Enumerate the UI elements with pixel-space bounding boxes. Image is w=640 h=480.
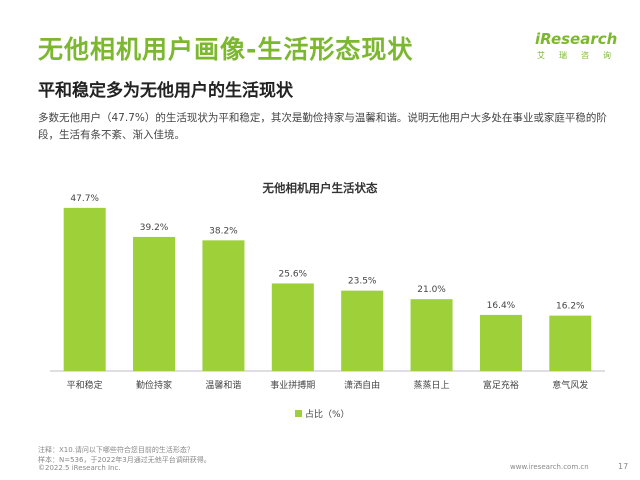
- x-tick-label: 平和稳定: [67, 379, 103, 391]
- chart-title: 无他相机用户生活状态: [262, 181, 378, 195]
- logo-sub-char: 咨: [581, 51, 589, 60]
- page-subtitle: 平和稳定多为无他用户的生活现状: [38, 81, 293, 101]
- note-line: 注释：X10.请问以下哪些符合您目前的生活形态？: [38, 446, 194, 454]
- page-title: 无他相机用户画像-生活形态现状: [38, 35, 414, 64]
- logo-sub-char: 询: [603, 51, 611, 60]
- bar: [271, 283, 314, 371]
- page-description: 多数无他用户（47.7%）的生活现状为平和稳定，其次是勤俭持家与温馨和谐。说明无…: [38, 112, 607, 141]
- bar: [479, 314, 522, 371]
- logo-sub-char: 艾: [537, 51, 545, 60]
- chart-legend: 占比（%）: [295, 407, 350, 420]
- footer-copyright: ©2022.5 iResearch Inc.: [38, 464, 121, 472]
- x-tick-label: 勤俭持家: [136, 379, 172, 391]
- logo-sub-char: 瑞: [559, 51, 567, 60]
- data-label: 39.2%: [140, 223, 169, 233]
- x-tick-label: 事业拼搏期: [270, 379, 315, 391]
- data-label: 23.5%: [348, 277, 377, 287]
- data-label: 25.6%: [279, 269, 308, 279]
- x-tick-label: 温馨和谐: [205, 379, 241, 391]
- legend-swatch: [295, 410, 302, 417]
- bar: [410, 299, 453, 371]
- data-label: 38.2%: [209, 226, 238, 236]
- logo-sub: 艾 瑞 咨 询: [535, 50, 613, 61]
- data-label: 16.2%: [556, 302, 585, 312]
- sample-line: 样本：N=536，于2022年3月通过无他平台调研获得。: [38, 456, 211, 464]
- brand-logo: iResearch 艾 瑞 咨 询: [535, 30, 618, 61]
- data-label: 16.4%: [487, 301, 516, 311]
- page-number: 17: [618, 462, 629, 471]
- data-label: 47.7%: [70, 194, 99, 204]
- chart-notes: 注释：X10.请问以下哪些符合您目前的生活形态？ 样本：N=536，于2022年…: [38, 445, 211, 465]
- x-tick-label: 富足充裕: [483, 379, 519, 391]
- legend-label: 占比（%）: [305, 410, 350, 420]
- data-label: 21.0%: [417, 285, 446, 295]
- bar: [133, 236, 176, 371]
- bar: [202, 240, 245, 371]
- bar: [63, 207, 106, 371]
- bar: [549, 315, 592, 371]
- footer-url: www.iresearch.com.cn: [510, 463, 589, 471]
- x-tick-label: 潇洒自由: [344, 379, 380, 391]
- logo-name: iResearch: [535, 30, 618, 48]
- x-tick-label: 蒸蒸日上: [414, 379, 450, 391]
- bar: [341, 290, 384, 371]
- x-tick-label: 意气风发: [552, 379, 588, 391]
